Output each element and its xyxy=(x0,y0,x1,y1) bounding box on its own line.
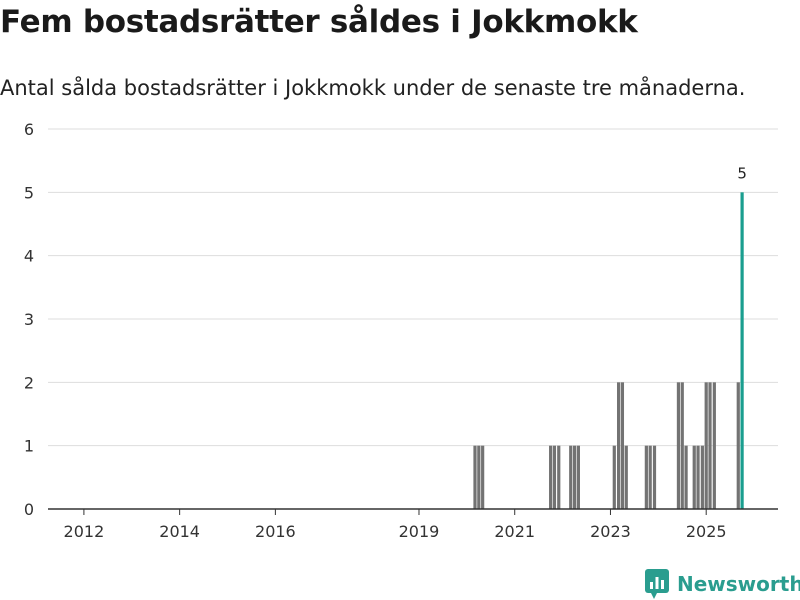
bar xyxy=(712,382,716,509)
chart-title: Fem bostadsrätter såldes i Jokkmokk xyxy=(0,4,638,40)
chart-subtitle: Antal sålda bostadsrätter i Jokkmokk und… xyxy=(0,76,746,100)
bar-highlight xyxy=(740,192,744,510)
bar xyxy=(624,445,628,509)
bar-chart: 0 1 2 3 4 5 6 5 2012 2014 2016 2019 2021 2023 2025 xyxy=(24,120,778,541)
x-tick-label-2019: 2019 xyxy=(399,522,440,541)
bar xyxy=(576,445,580,509)
bar xyxy=(692,445,696,509)
bar xyxy=(652,445,657,509)
bar xyxy=(569,445,573,509)
y-tick-label-0: 0 xyxy=(24,500,34,519)
bar xyxy=(557,445,561,509)
bar xyxy=(644,445,648,509)
bar xyxy=(477,445,481,509)
y-tick-label-6: 6 xyxy=(24,120,34,139)
bar xyxy=(612,445,616,509)
bar xyxy=(708,382,712,509)
x-tick-label-2023: 2023 xyxy=(590,522,631,541)
y-tick-label-4: 4 xyxy=(24,247,34,266)
data-label-highlight: 5 xyxy=(737,164,747,182)
newsworthy-logo: Newsworthy xyxy=(645,568,800,600)
bar xyxy=(552,445,557,509)
x-tick-label-2014: 2014 xyxy=(159,522,200,541)
y-tick-label-5: 5 xyxy=(24,183,34,202)
bar xyxy=(704,382,708,509)
x-tick-label-2021: 2021 xyxy=(494,522,535,541)
bar xyxy=(736,382,740,509)
x-tick-label-2016: 2016 xyxy=(255,522,296,541)
bar xyxy=(684,445,688,509)
x-tick-label-2025: 2025 xyxy=(686,522,727,541)
bar xyxy=(680,382,684,509)
y-tick-label-1: 1 xyxy=(24,437,34,456)
bar xyxy=(549,445,553,509)
newsworthy-logo-text: Newsworthy xyxy=(677,572,800,596)
bar xyxy=(648,445,652,509)
y-tick-label-2: 2 xyxy=(24,373,34,392)
x-tick-label-2012: 2012 xyxy=(64,522,105,541)
bar xyxy=(620,382,625,509)
y-tick-label-3: 3 xyxy=(24,310,34,329)
bar xyxy=(696,445,700,509)
bar xyxy=(481,445,485,509)
newsworthy-logo-icon xyxy=(645,569,669,599)
bar xyxy=(616,382,621,509)
bar xyxy=(676,382,681,509)
bar xyxy=(700,445,704,509)
bar xyxy=(572,445,577,509)
bar xyxy=(473,445,477,509)
